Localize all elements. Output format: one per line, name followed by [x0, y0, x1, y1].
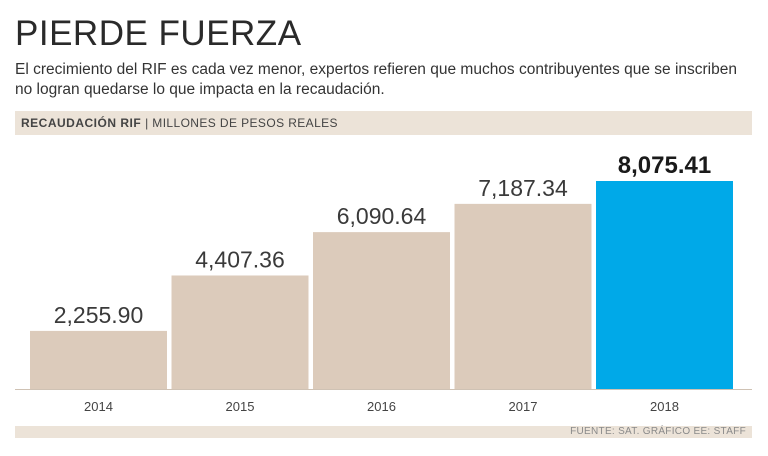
x-tick-label-2015: 2015 — [226, 399, 255, 414]
bar-2017 — [454, 203, 592, 389]
bar-2016 — [313, 232, 450, 389]
value-label-2018: 8,075.41 — [618, 152, 711, 179]
x-tick-labels-group: 2014 2015 2016 2017 2018 — [84, 399, 679, 414]
value-label-2014: 2,255.90 — [54, 302, 144, 328]
x-tick-label-2017: 2017 — [509, 399, 538, 414]
chart-subtitle: El crecimiento del RIF es cada vez menor… — [15, 61, 737, 98]
source-label: FUENTE: SAT. GRÁFICO EE: STAFF — [570, 426, 746, 437]
bar-2015 — [171, 275, 309, 389]
value-label-2017: 7,187.34 — [478, 175, 568, 201]
source-footer: FUENTE: SAT. GRÁFICO EE: STAFF — [15, 426, 752, 438]
x-tick-label-2014: 2014 — [84, 399, 113, 414]
bar-2014 — [30, 330, 167, 389]
chart-header-band: RECAUDACIÓN RIF | MILLONES DE PESOS REALES — [15, 111, 752, 135]
value-label-2016: 6,090.64 — [337, 203, 427, 229]
chart-title: PIERDE FUERZA — [15, 14, 302, 53]
x-tick-label-2016: 2016 — [367, 399, 396, 414]
bar-2018 — [596, 181, 733, 389]
bars-group — [30, 181, 733, 389]
x-tick-label-2018: 2018 — [650, 399, 679, 414]
metric-label: RECAUDACIÓN RIF — [21, 116, 142, 130]
label-separator: | — [145, 116, 149, 130]
unit-label: MILLONES DE PESOS REALES — [152, 116, 338, 130]
value-label-2015: 4,407.36 — [195, 246, 285, 272]
value-labels-group: 2,255.90 4,407.36 6,090.64 7,187.34 8,075.41 — [54, 152, 711, 328]
